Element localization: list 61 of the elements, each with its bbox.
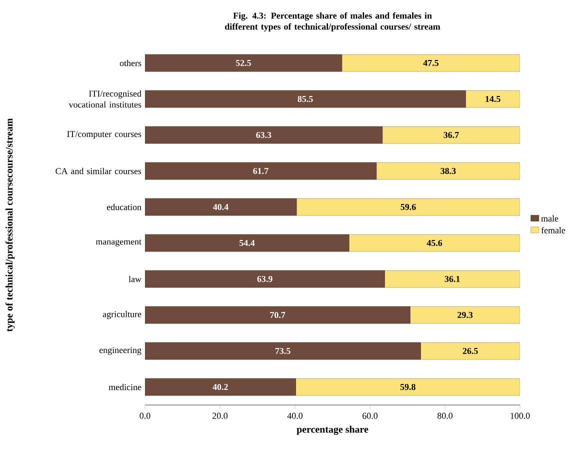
bar <box>296 198 520 216</box>
data-label: 61.7 <box>253 168 268 174</box>
data-label: 45.6 <box>426 240 442 246</box>
data-label: 52.5 <box>236 60 251 66</box>
data-label: 26.5 <box>462 348 478 354</box>
data-label: 59.8 <box>400 384 416 390</box>
y-tick-label: agriculture <box>102 310 142 320</box>
bar <box>145 162 377 180</box>
data-label: 70.7 <box>270 312 286 318</box>
bar <box>420 342 520 360</box>
data-label: 29.3 <box>458 312 473 318</box>
bar <box>382 126 520 144</box>
y-tick-label: engineering <box>100 347 142 355</box>
bar <box>145 234 350 252</box>
y-tick-label: management <box>96 240 142 246</box>
bar <box>145 90 466 108</box>
bar <box>145 270 385 288</box>
data-label: 63.3 <box>256 132 272 138</box>
legend-label: male <box>541 215 558 222</box>
y-axis-title: type of technical/professional coursecourse/stream <box>5 118 15 332</box>
y-tick-label: education <box>106 204 142 210</box>
data-label: 40.2 <box>212 384 228 390</box>
data-label: 47.5 <box>423 60 438 66</box>
data-label: 85.5 <box>298 96 313 102</box>
data-label: 40.4 <box>213 204 228 210</box>
x-tick-label: 20.0 <box>212 412 228 419</box>
y-tick-label: medicine <box>108 384 142 390</box>
bar <box>145 342 421 360</box>
data-label: 59.6 <box>400 204 416 210</box>
bar <box>465 90 520 108</box>
y-tick-label: ITI/recognised vocational institutes <box>68 90 142 108</box>
x-tick-label: 40.0 <box>287 412 303 419</box>
x-tick-label: 0.0 <box>140 412 150 419</box>
chart-title: Fig. 4.3: Percentage share of males and females in different types of technical/professional courses/ stream <box>225 12 440 32</box>
data-label: 36.1 <box>444 276 460 282</box>
data-label: 36.7 <box>444 132 459 138</box>
bar <box>410 306 520 324</box>
data-label: 38.3 <box>440 168 456 174</box>
data-label: 63.9 <box>257 276 272 282</box>
bar <box>384 270 520 288</box>
bar <box>145 54 342 72</box>
bar <box>145 306 410 324</box>
y-tick-label: others <box>120 60 142 66</box>
y-tick-label: CA and similar courses <box>56 168 142 174</box>
bar <box>145 378 296 396</box>
x-axis-title: percentage share <box>296 426 368 435</box>
data-label: 73.5 <box>275 348 290 354</box>
bar <box>145 126 383 144</box>
data-label: 14.5 <box>486 96 500 102</box>
legend-label: female <box>541 226 566 234</box>
x-tick-label: 80.0 <box>438 412 453 419</box>
x-tick-label: 100.0 <box>510 412 530 419</box>
bar <box>376 162 520 180</box>
x-tick-label: 60.0 <box>362 412 378 419</box>
y-tick-label: IT/computer courses <box>67 131 142 139</box>
bar <box>348 234 520 252</box>
bar <box>342 54 520 72</box>
y-tick-label: law <box>128 276 142 282</box>
bar <box>296 378 520 396</box>
bar <box>145 198 297 216</box>
data-label: 54.4 <box>240 240 255 246</box>
